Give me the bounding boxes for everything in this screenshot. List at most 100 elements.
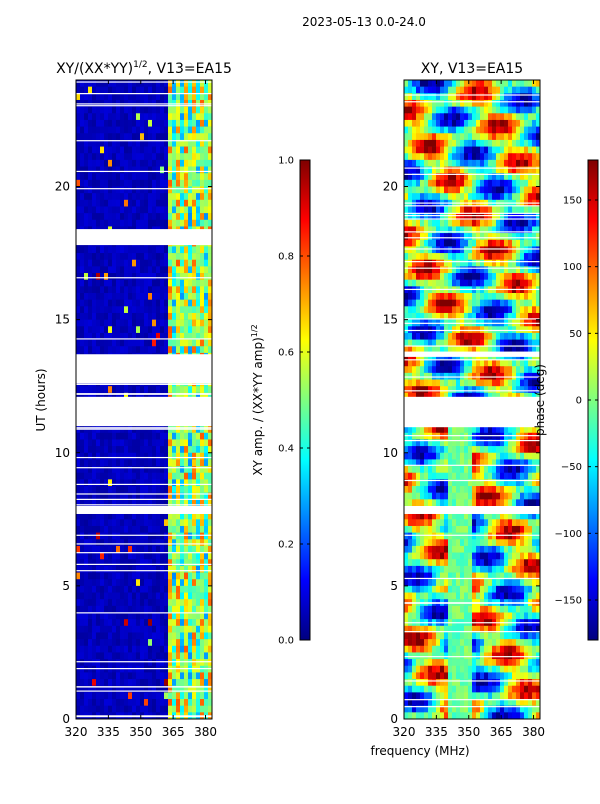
phase-heatmap-cell — [496, 100, 500, 107]
amp-heatmap-cell — [132, 526, 136, 533]
phase-heatmap-cell — [432, 333, 436, 340]
amp-heatmap-cell — [200, 133, 204, 140]
phase-heatmap-cell — [532, 240, 536, 247]
amp-heatmap-cell — [88, 446, 92, 453]
phase-heatmap-cell — [512, 306, 516, 313]
amp-heatmap-cell — [96, 80, 100, 87]
amp-heatmap-cell — [128, 566, 132, 573]
phase-heatmap-cell — [472, 180, 476, 187]
amp-heatmap-cell — [100, 659, 104, 666]
amp-heatmap-cell — [96, 566, 100, 573]
phase-heatmap-cell — [408, 246, 412, 253]
amp-heatmap-cell — [176, 646, 180, 653]
amp-heatmap-cell — [192, 93, 196, 100]
amp-heatmap-cell — [96, 386, 100, 393]
amp-heatmap-cell — [156, 519, 160, 526]
phase-heatmap-cell — [444, 373, 448, 380]
amp-heatmap-cell — [124, 573, 128, 580]
amp-heatmap-cell — [164, 87, 168, 94]
amp-heatmap-cell — [148, 206, 152, 213]
amp-heatmap-cell — [144, 433, 148, 440]
phase-heatmap-cell — [532, 160, 536, 167]
phase-heatmap-cell — [532, 233, 536, 240]
phase-heatmap-cell — [520, 220, 524, 227]
amp-heatmap-cell — [176, 553, 180, 560]
amp-heatmap-cell — [204, 593, 208, 600]
phase-heatmap-cell — [452, 306, 456, 313]
amp-heatmap-cell — [120, 632, 124, 639]
phase-heatmap-cell — [516, 266, 520, 273]
amp-heatmap-cell — [168, 706, 172, 713]
amp-heatmap-cell — [128, 320, 132, 327]
amp-heatmap-cell — [108, 127, 112, 134]
phase-heatmap-cell — [480, 206, 484, 213]
amp-heatmap-cell — [188, 526, 192, 533]
phase-heatmap-cell — [528, 306, 532, 313]
amp-heatmap-cell — [172, 260, 176, 267]
amp-heatmap-cell — [80, 613, 84, 620]
amp-heatmap-cell — [112, 286, 116, 293]
amp-heatmap-cell — [92, 193, 96, 200]
amp-heatmap-cell — [100, 526, 104, 533]
phase-heatmap-cell — [488, 206, 492, 213]
amp-heatmap-cell — [200, 340, 204, 347]
phase-heatmap-cell — [464, 220, 468, 227]
amp-heatmap-cell — [92, 453, 96, 460]
amp-heatmap-cell — [136, 473, 140, 480]
amp-heatmap-cell — [136, 127, 140, 134]
amp-heatmap-cell — [160, 692, 164, 699]
phase-heatmap-cell — [420, 107, 424, 114]
amp-heatmap-cell — [200, 439, 204, 446]
amp-heatmap-cell — [84, 639, 88, 646]
phase-heatmap-cell — [416, 93, 420, 100]
amp-data-gap-line — [76, 484, 212, 485]
phase-heatmap-cell — [448, 246, 452, 253]
amp-heatmap-cell — [156, 326, 160, 333]
amp-heatmap-cell — [204, 193, 208, 200]
amp-heatmap-cell — [188, 473, 192, 480]
phase-heatmap-cell — [456, 306, 460, 313]
phase-heatmap-cell — [412, 233, 416, 240]
amp-heatmap-cell — [180, 533, 184, 540]
amp-heatmap-cell — [148, 699, 152, 706]
phase-heatmap-cell — [476, 87, 480, 94]
amp-heatmap-cell — [180, 253, 184, 260]
phase-heatmap-cell — [528, 240, 532, 247]
amp-heatmap-cell — [76, 187, 80, 194]
phase-heatmap-cell — [436, 153, 440, 160]
amp-heatmap-cell — [124, 293, 128, 300]
amp-heatmap-cell — [104, 306, 108, 313]
amp-heatmap-cell — [196, 127, 200, 134]
phase-heatmap-cell — [480, 240, 484, 247]
amp-heatmap-cell — [152, 666, 156, 673]
amp-heatmap-cell — [200, 220, 204, 227]
amp-heatmap-cell — [108, 599, 112, 606]
amp-heatmap-cell — [164, 80, 168, 87]
phase-heatmap-cell — [512, 246, 516, 253]
amp-heatmap-cell — [204, 666, 208, 673]
amp-heatmap-cell — [172, 553, 176, 560]
amp-heatmap-cell — [80, 566, 84, 573]
amp-heatmap-cell — [88, 619, 92, 626]
phase-heatmap-cell — [508, 333, 512, 340]
amp-heatmap-cell — [148, 266, 152, 273]
phase-heatmap-cell — [424, 306, 428, 313]
phase-heatmap-cell — [460, 240, 464, 247]
amp-heatmap-cell — [128, 280, 132, 287]
phase-heatmap-cell — [444, 260, 448, 267]
amp-heatmap-cell — [160, 280, 164, 287]
amp-heatmap-cell — [160, 446, 164, 453]
amp-heatmap-cell — [180, 706, 184, 713]
phase-heatmap-cell — [512, 260, 516, 267]
amp-data-gap-line — [76, 188, 212, 189]
phase-heatmap-cell — [500, 180, 504, 187]
amp-heatmap-cell — [84, 80, 88, 87]
amp-heatmap-cell — [96, 533, 100, 540]
phase-heatmap-cell — [468, 360, 472, 367]
amp-heatmap-cell — [188, 652, 192, 659]
amp-heatmap-cell — [104, 632, 108, 639]
amp-heatmap-cell — [104, 133, 108, 140]
amp-heatmap-cell — [140, 559, 144, 566]
amp-heatmap-cell — [144, 692, 148, 699]
phase-heatmap-cell — [484, 273, 488, 280]
